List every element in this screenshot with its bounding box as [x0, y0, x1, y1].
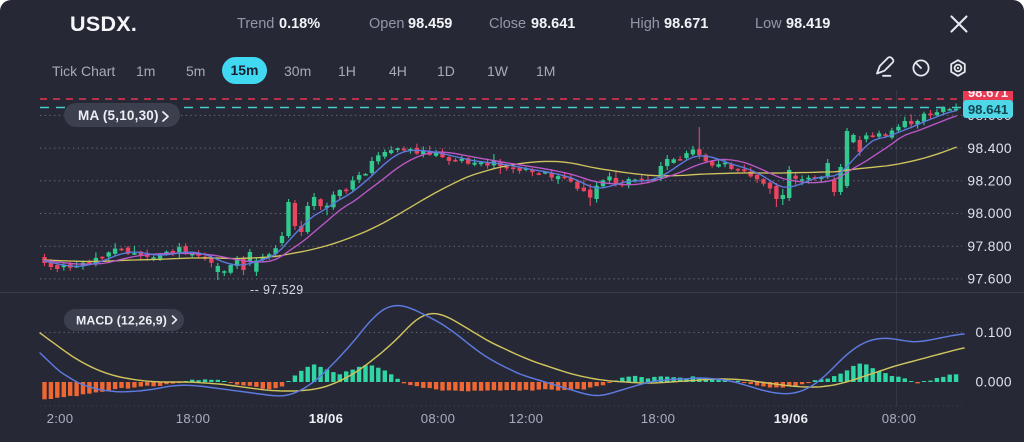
svg-text:08:00: 08:00 — [421, 411, 456, 426]
svg-text:18:00: 18:00 — [176, 411, 211, 426]
svg-text:98.671: 98.671 — [968, 85, 1008, 100]
svg-text:98.200: 98.200 — [967, 174, 1012, 189]
svg-text:-- 97.529: -- 97.529 — [250, 283, 304, 297]
svg-text:97.600: 97.600 — [967, 272, 1012, 287]
svg-text:97.800: 97.800 — [967, 239, 1012, 254]
svg-text:19/06: 19/06 — [774, 411, 809, 426]
svg-text:98.641: 98.641 — [968, 102, 1008, 117]
svg-text:18:00: 18:00 — [641, 411, 676, 426]
svg-text:98.400: 98.400 — [967, 141, 1012, 156]
svg-text:0.000: 0.000 — [975, 375, 1012, 390]
svg-text:12:00: 12:00 — [509, 411, 544, 426]
svg-text:18/06: 18/06 — [309, 411, 344, 426]
svg-text:08:00: 08:00 — [882, 411, 917, 426]
svg-text:98.000: 98.000 — [967, 206, 1012, 221]
svg-text:MA (5,10,30): MA (5,10,30) — [78, 108, 159, 123]
svg-text:0.100: 0.100 — [975, 325, 1012, 340]
svg-text:MACD (12,26,9): MACD (12,26,9) — [76, 314, 167, 328]
svg-text:2:00: 2:00 — [47, 411, 74, 426]
